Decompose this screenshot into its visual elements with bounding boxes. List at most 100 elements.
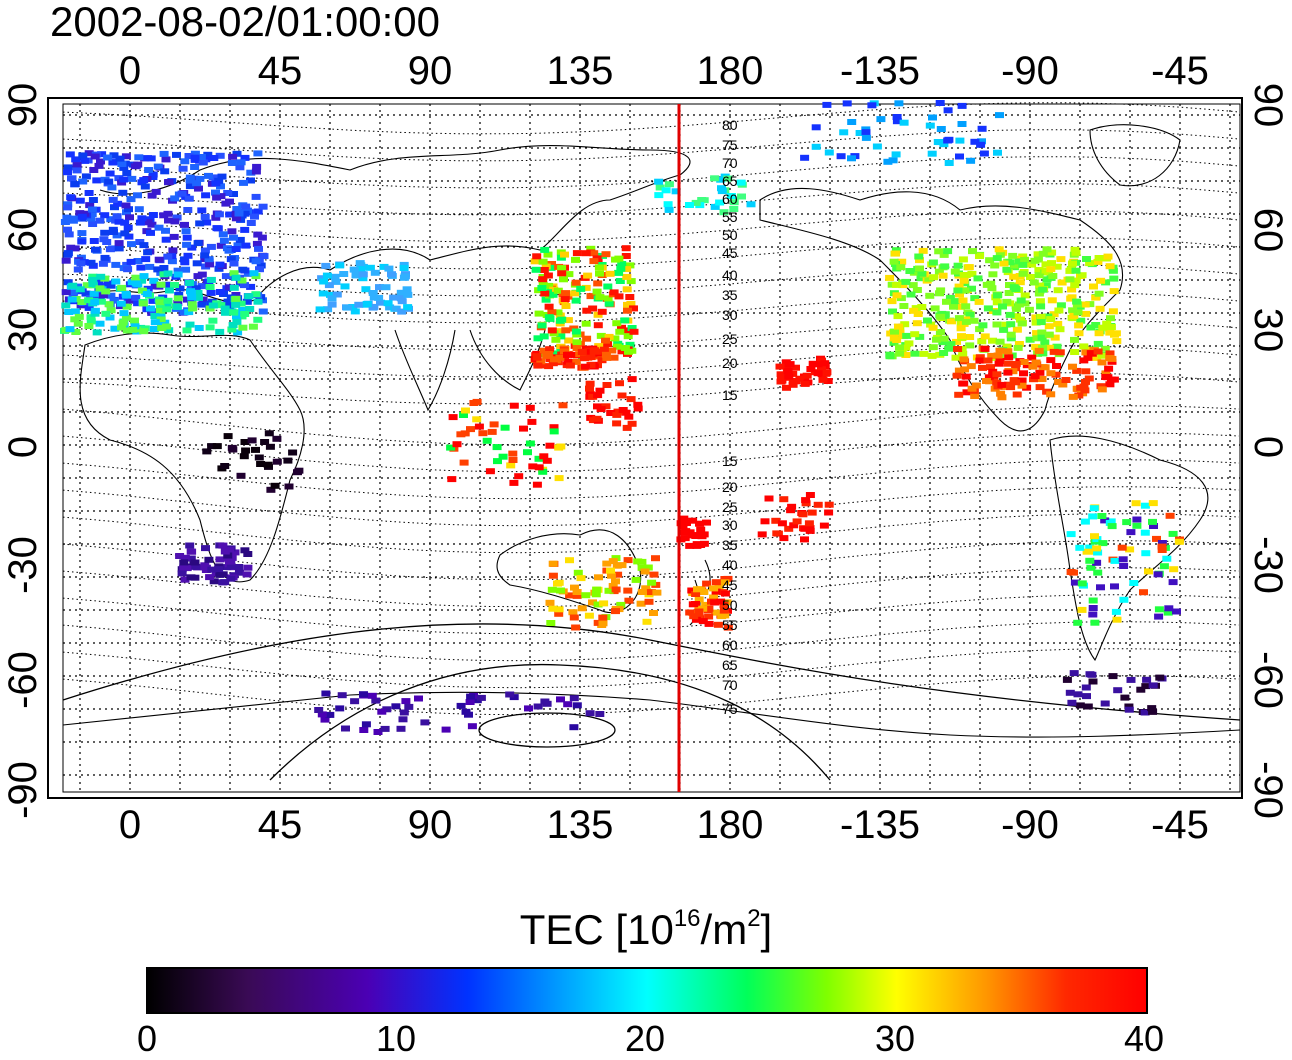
tec-marker — [350, 698, 360, 705]
tec-marker — [824, 501, 834, 508]
tec-marker — [615, 278, 625, 284]
tec-marker — [184, 153, 194, 159]
tec-marker — [1049, 311, 1059, 318]
tec-marker — [240, 226, 250, 233]
tec-marker — [420, 719, 430, 726]
solid-contour — [62, 623, 1241, 721]
tec-marker — [699, 197, 709, 204]
tec-marker — [1058, 381, 1068, 388]
tec-marker — [180, 554, 190, 561]
tec-marker — [1002, 266, 1012, 273]
tec-marker — [1061, 377, 1071, 383]
bottom-lon-tick: -45 — [1151, 803, 1209, 847]
tec-marker — [100, 254, 110, 261]
tec-marker — [244, 293, 254, 300]
tec-marker — [581, 592, 591, 599]
tec-marker — [609, 289, 619, 296]
tec-marker — [141, 256, 151, 263]
tec-marker — [954, 315, 964, 322]
tec-marker — [142, 291, 152, 297]
tec-marker — [1046, 391, 1056, 398]
tec-marker — [915, 257, 924, 264]
tec-marker — [976, 141, 986, 148]
tec-marker — [157, 325, 167, 331]
tec-marker — [777, 374, 786, 381]
tec-marker — [84, 297, 94, 304]
tec-marker — [538, 276, 548, 283]
tec-marker — [270, 482, 280, 489]
tec-marker — [63, 164, 73, 171]
tec-marker — [246, 177, 255, 184]
tec-marker — [771, 517, 781, 524]
tec-marker — [234, 569, 244, 576]
tec-marker — [1018, 261, 1028, 268]
tec-marker — [63, 250, 73, 257]
tec-marker — [895, 329, 905, 336]
tec-marker — [380, 725, 390, 732]
right-lat-tick: 30 — [1246, 308, 1290, 353]
tec-marker — [1046, 266, 1056, 273]
tec-marker — [1068, 307, 1078, 314]
tec-marker — [715, 199, 725, 206]
tec-marker — [206, 289, 216, 296]
tec-marker — [467, 723, 477, 730]
tec-marker — [702, 519, 711, 526]
tec-marker — [569, 614, 579, 621]
tec-marker — [163, 253, 173, 260]
tec-marker — [105, 314, 115, 321]
tec-marker — [939, 350, 949, 356]
dip-contour — [62, 156, 1240, 189]
tec-marker — [321, 262, 331, 269]
tec-marker — [1109, 288, 1119, 295]
tec-marker — [646, 589, 656, 596]
tec-marker — [956, 303, 965, 310]
tec-marker — [682, 520, 691, 526]
tec-marker — [563, 358, 573, 365]
tec-marker — [361, 286, 371, 293]
tec-marker — [97, 151, 107, 158]
tec-marker — [1126, 529, 1136, 536]
tec-marker — [498, 453, 508, 460]
tec-marker — [1038, 364, 1048, 371]
tec-marker — [125, 214, 134, 221]
tec-marker — [652, 589, 662, 596]
tec-marker — [901, 352, 911, 358]
tec-marker — [1091, 294, 1101, 301]
tec-marker — [664, 181, 674, 188]
tec-marker — [939, 141, 949, 148]
tec-marker — [537, 285, 547, 291]
tec-marker — [943, 137, 953, 144]
tec-marker — [1085, 557, 1095, 564]
tec-marker — [1008, 252, 1018, 259]
tec-marker — [349, 266, 359, 273]
tec-marker — [691, 601, 700, 607]
tec-marker — [1142, 676, 1152, 683]
tec-marker — [534, 464, 544, 471]
tec-marker — [88, 273, 98, 280]
tec-marker — [593, 392, 603, 399]
tec-marker — [1004, 354, 1014, 361]
tec-marker — [1001, 321, 1011, 328]
tec-marker — [359, 691, 368, 698]
tec-marker — [538, 281, 548, 288]
tec-marker — [226, 558, 236, 565]
tec-marker — [1009, 273, 1019, 280]
tec-marker — [294, 467, 304, 474]
tec-marker — [556, 696, 565, 703]
tec-marker — [995, 112, 1004, 119]
tec-marker — [362, 301, 372, 307]
tec-marker — [318, 290, 328, 297]
coastlines — [62, 124, 1241, 738]
tec-marker — [259, 253, 269, 260]
tec-marker — [891, 151, 901, 158]
tec-marker — [1139, 589, 1148, 596]
tec-marker — [220, 463, 230, 469]
tec-marker — [1015, 279, 1025, 286]
tec-marker — [236, 300, 246, 307]
tec-marker — [1035, 282, 1045, 289]
tec-marker — [710, 609, 720, 616]
tec-marker — [1067, 286, 1077, 293]
tec-marker — [709, 594, 719, 601]
tec-marker — [615, 328, 625, 335]
tec-marker — [533, 362, 543, 369]
